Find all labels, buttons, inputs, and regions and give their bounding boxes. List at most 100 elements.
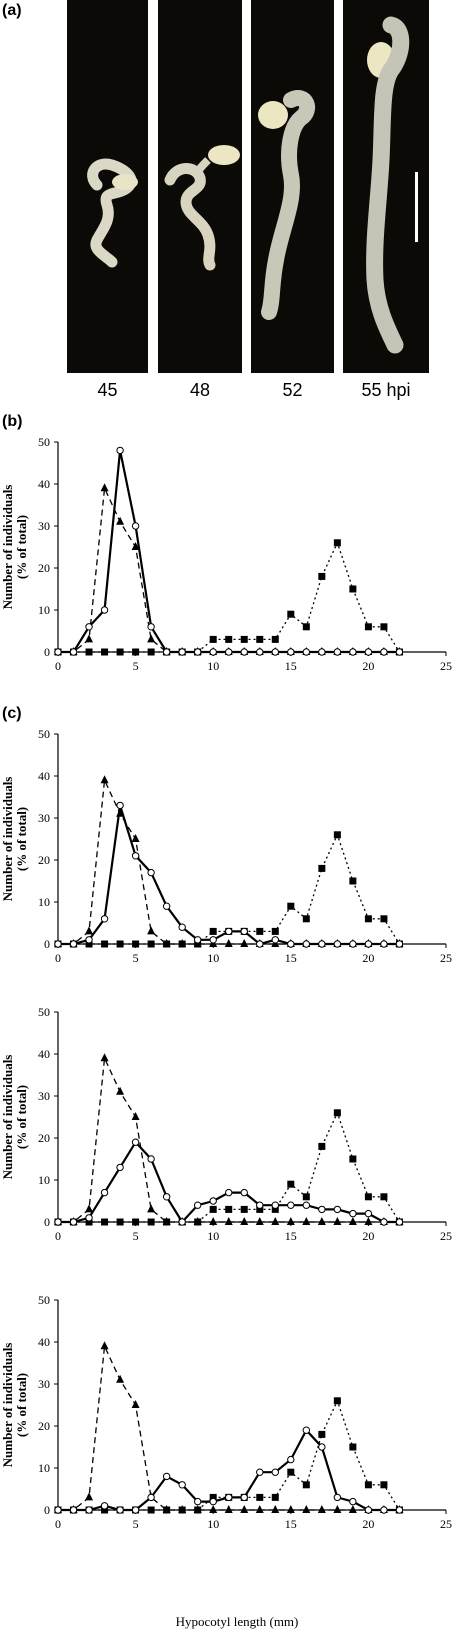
circle-point	[131, 522, 140, 530]
circle-point	[54, 1218, 62, 1226]
circle-point	[193, 1497, 202, 1506]
seedling-photo-55	[343, 0, 429, 373]
square-point	[209, 1493, 217, 1501]
square-point	[116, 1218, 124, 1226]
square-point	[147, 1506, 155, 1514]
triangle-point	[116, 1086, 125, 1095]
circle-point	[256, 1468, 264, 1476]
y-tick-label: 0	[44, 645, 50, 659]
triangle-point	[100, 775, 109, 784]
y-tick-label: 0	[44, 937, 50, 951]
circle-point	[256, 1201, 264, 1209]
triangle-point	[271, 1505, 280, 1513]
triangle-point	[85, 926, 94, 935]
x-tick-label: 15	[285, 659, 297, 670]
panel-b-label: (b)	[2, 413, 23, 430]
circle-point	[225, 1188, 233, 1197]
triangle-point	[147, 1204, 156, 1213]
hypocotyl-histogram-c1: 0 10 20 30 40 50 0 5 10 15 20 25 Number of individua…	[0, 727, 452, 962]
square-point	[380, 915, 388, 923]
triangle-point	[348, 1217, 357, 1225]
square-point	[147, 1218, 155, 1226]
y-axis-label: Number of individuals (% of total)	[0, 1055, 29, 1180]
x-tick-label: 0	[55, 951, 61, 962]
square-point	[85, 648, 93, 656]
triangle-point	[116, 516, 125, 525]
square-point	[209, 1205, 217, 1213]
x-tick-label: 25	[440, 1229, 452, 1240]
triangle-point	[100, 1053, 109, 1062]
circle-point	[364, 1209, 373, 1218]
square-point	[349, 877, 357, 885]
x-axis-label: Hypocotyl length (mm)	[175, 1614, 299, 1629]
x-tick-label: 25	[440, 951, 452, 962]
circle-point	[116, 1506, 124, 1514]
circle-point	[147, 623, 155, 631]
y-axis-label-line2: (% of total)	[14, 807, 29, 871]
circle-point	[147, 1493, 155, 1502]
square-point	[318, 1142, 326, 1150]
triangle-point	[100, 483, 109, 492]
y-axis-label: Number of individuals (% of total)	[0, 777, 29, 902]
square-point	[287, 610, 295, 618]
seedling-photo-panel: (a) 45 48 52 55 hpi	[0, 0, 474, 405]
triangle-point	[224, 1505, 233, 1513]
x-tick-label: 20	[362, 1229, 374, 1240]
circle-point	[349, 1209, 357, 1218]
circle-point	[380, 1218, 388, 1226]
panel-a-label: (a)	[2, 2, 22, 19]
square-point	[287, 1180, 295, 1188]
photo-label-55: 55 hpi	[361, 380, 411, 400]
circle-point	[302, 648, 311, 656]
square-point	[132, 1218, 140, 1226]
triangle-point	[348, 1505, 357, 1513]
circle-point	[271, 1468, 279, 1476]
series-line-square	[58, 1111, 400, 1223]
circle-point	[333, 940, 342, 948]
square-point	[132, 940, 140, 948]
y-tick-label: 50	[38, 1005, 50, 1019]
circle-point	[395, 1218, 404, 1226]
circle-point	[225, 927, 233, 936]
x-tick-label: 10	[207, 1229, 219, 1240]
x-tick-label: 20	[362, 951, 374, 962]
circle-point	[147, 1155, 155, 1163]
square-point	[302, 915, 310, 923]
scale-bar	[415, 172, 418, 242]
x-tick-label: 15	[285, 1229, 297, 1240]
triangle-point	[240, 1217, 249, 1225]
circle-point	[302, 940, 311, 948]
x-tick-label: 0	[55, 1517, 61, 1528]
square-point	[380, 1481, 388, 1489]
x-tick-label: 20	[362, 1517, 374, 1528]
triangle-point	[85, 1492, 94, 1501]
circle-point	[364, 648, 373, 656]
circle-point	[100, 1502, 109, 1510]
circle-point	[349, 940, 357, 948]
square-point	[85, 940, 93, 948]
y-tick-label: 30	[38, 811, 50, 825]
x-tick-label: 5	[133, 951, 139, 962]
circle-point	[225, 1493, 233, 1502]
square-point	[318, 1430, 326, 1438]
triangle-point	[333, 1217, 342, 1225]
square-point	[163, 1218, 171, 1226]
circle-point	[240, 1493, 248, 1502]
circle-point	[178, 1218, 186, 1226]
x-tick-label: 25	[440, 1517, 452, 1528]
circle-point	[271, 648, 279, 656]
square-point	[101, 940, 109, 948]
circle-point	[302, 1426, 311, 1434]
y-tick-label: 40	[38, 477, 50, 491]
square-point	[318, 864, 326, 872]
circle-point	[178, 1481, 186, 1489]
circle-point	[209, 936, 217, 944]
circle-point	[162, 1193, 171, 1201]
square-point	[163, 1506, 171, 1514]
circle-point	[380, 1506, 388, 1514]
y-tick-label: 20	[38, 1419, 50, 1433]
circle-point	[131, 1506, 140, 1514]
circle-point	[100, 915, 109, 923]
circle-point	[287, 940, 295, 948]
square-point	[240, 635, 248, 643]
